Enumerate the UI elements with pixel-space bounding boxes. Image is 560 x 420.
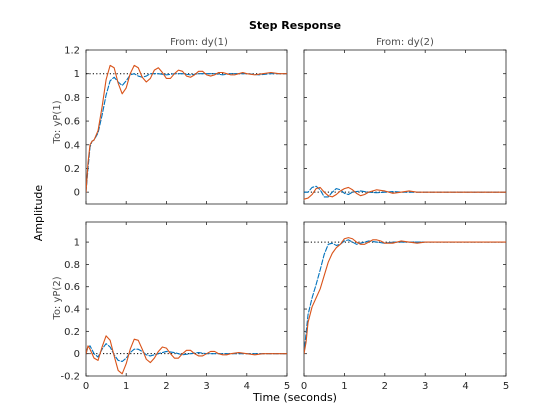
column-title-1: From: dy(1) xyxy=(170,37,228,48)
y-axis-label: Amplitude xyxy=(32,185,45,242)
row-title-2: To: yP(2) xyxy=(52,276,63,320)
series-line-2 xyxy=(304,237,506,355)
y-tick-label: 0.8 xyxy=(64,260,80,271)
panel-r2c1: 0 1 2 3 4 5-0.200.20.40.60.81 xyxy=(60,221,290,392)
y-tick-label: 1 xyxy=(74,238,80,249)
x-tick-label: 3 xyxy=(203,381,209,392)
panel-r1c2 xyxy=(303,49,507,205)
x-tick-label: 4 xyxy=(244,381,250,392)
y-tick-label: -0.2 xyxy=(60,372,80,383)
y-tick-label: 0 xyxy=(74,188,80,199)
x-tick-label: 5 xyxy=(503,381,509,392)
panel-frame-r2c2 xyxy=(303,221,507,377)
series-line-2 xyxy=(304,186,506,200)
x-tick-label: 4 xyxy=(462,381,468,392)
x-tick-label: 2 xyxy=(382,381,388,392)
y-tick-label: 0.4 xyxy=(64,305,80,316)
x-tick-label: 3 xyxy=(422,381,428,392)
x-tick-label: 5 xyxy=(284,381,290,392)
panel-group: 00.20.40.60.811.20 1 2 3 4 5-0.200.20.40.60.8… xyxy=(60,46,509,393)
x-tick-label: 0 xyxy=(301,381,307,392)
panel-plot-area-r1c1 xyxy=(86,64,287,193)
panel-frame-r2c1 xyxy=(85,221,288,377)
x-tick-label: 1 xyxy=(123,381,129,392)
column-title-2: From: dy(2) xyxy=(376,37,434,48)
y-tick-label: 0.6 xyxy=(64,282,80,293)
series-line-1 xyxy=(86,73,287,193)
panel-r1c1: 0 0.2 0.4 0.6 0.8 1 1.2 xyxy=(64,46,288,205)
row-title-1: To: yP(1) xyxy=(52,100,63,144)
y-tick-label: 0.2 xyxy=(64,327,80,338)
y-tick-label: 0.2 xyxy=(64,164,80,175)
y-tick-label: 0.4 xyxy=(64,140,80,151)
panel-plot-area-r2c1 xyxy=(86,335,287,375)
panel-plot-area-r1c2 xyxy=(304,185,506,200)
panel-plot-area-r2c2 xyxy=(304,237,506,355)
x-axis-label: Time (seconds) xyxy=(252,391,337,404)
x-tick-label: 2 xyxy=(163,381,169,392)
series-line-2 xyxy=(86,64,287,193)
y-tick-label: 0.8 xyxy=(64,93,80,104)
panel-r2c2: 0 1 2 3 4 5 xyxy=(301,221,509,392)
y-tick-label: 0 xyxy=(74,349,80,360)
panel-frame-r1c1 xyxy=(85,49,288,205)
panel-frame-r1c2 xyxy=(303,49,507,205)
y-tick-label: 0.6 xyxy=(64,117,80,128)
series-line-2 xyxy=(86,335,287,375)
x-tick-label: 1 xyxy=(341,381,347,392)
y-tick-label: 1.2 xyxy=(64,46,80,57)
x-tick-label: 0 xyxy=(83,381,89,392)
y-tick-label: 1 xyxy=(74,69,80,80)
chart-title: Step Response xyxy=(249,19,341,32)
